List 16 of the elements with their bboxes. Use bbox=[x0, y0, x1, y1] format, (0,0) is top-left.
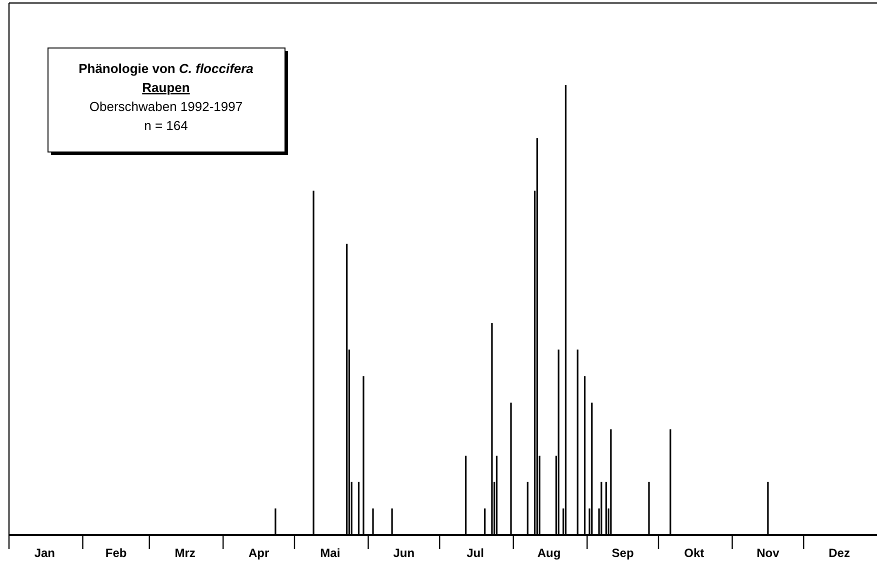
x-tick-label: Mrz bbox=[174, 546, 196, 560]
x-tick-label: Feb bbox=[105, 546, 127, 560]
x-tick-label: Jan bbox=[34, 546, 56, 560]
x-tick-label: Jul bbox=[466, 546, 484, 560]
x-tick-label: Dez bbox=[828, 546, 850, 560]
x-tick-label: Jun bbox=[393, 546, 415, 560]
x-tick-label: Sep bbox=[612, 546, 634, 560]
chart-title: Phänologie von C. floccifera bbox=[78, 61, 254, 76]
chart-subtitle: Raupen bbox=[142, 80, 190, 95]
x-tick-label: Apr bbox=[248, 546, 270, 560]
x-tick-label: Mai bbox=[320, 546, 340, 560]
x-tick-label: Nov bbox=[756, 546, 780, 560]
annotation: n = 164 bbox=[144, 118, 188, 133]
x-tick-label: Aug bbox=[537, 546, 561, 560]
annotation: Oberschwaben 1992-1997 bbox=[89, 99, 243, 114]
x-tick-label: Okt bbox=[684, 546, 704, 560]
